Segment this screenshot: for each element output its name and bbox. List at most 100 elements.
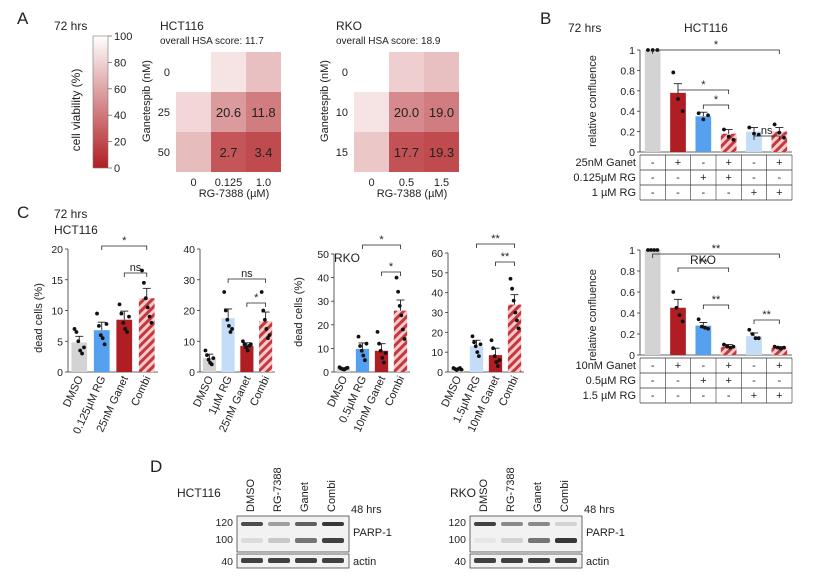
treatment-mark: - [701,187,705,199]
y-tick-label: 10 [183,336,195,348]
data-point [76,339,81,344]
duration-label: 48 hrs [351,504,382,516]
y-tick-label: 50 [431,268,443,280]
time-label: 72 hrs [568,21,601,35]
bar [720,346,737,355]
treatment-row-label: 1.5 µM RG [583,390,636,402]
data-point [680,109,685,114]
heatmap-cell [424,132,459,172]
band-cleaved [295,538,317,543]
treatment-mark: - [676,187,680,199]
band-full-length [555,522,577,526]
y-tick-label: 0 [629,147,635,159]
data-point [671,70,676,75]
data-point [706,326,710,331]
heatmap-title: RKO [336,19,362,33]
data-point [674,305,679,310]
western-blot-rko: RKO DMSO RG-7388 Ganet Combi 48 hrs 120 100 40 PA… [448,467,625,569]
heatmap-cell [176,132,211,172]
heatmap-cell-label: 19.3 [429,145,454,160]
heatmap-x-tick-label: 0 [368,177,374,189]
protein-label: actin [586,556,609,568]
band-cleaved [241,538,263,543]
data-point [655,248,660,252]
data-point [491,346,496,351]
band-full-length [268,522,290,526]
data-point [225,317,230,322]
heatmap-x-tick-label: 1.5 [434,177,449,189]
data-point [747,327,752,332]
significance-label: ** [712,243,721,255]
data-point [117,302,122,307]
y-tick-label: 40 [317,273,329,285]
treatment-mark: - [777,172,781,184]
data-point [731,137,736,142]
bar [746,131,762,152]
y-tick-label: 30 [317,296,329,308]
band-cleaved [555,538,577,543]
colorbar-tick-label: 60 [114,84,126,96]
significance-label: * [389,261,394,273]
significance-bracket [246,302,267,307]
treatment-mark: + [725,375,731,387]
band-full-length [322,522,344,526]
bar [670,92,686,152]
heatmap-cell [354,132,389,172]
bar [374,350,389,372]
y-tick-label: 10 [317,343,329,355]
blot-membrane [236,553,350,569]
significance-bracket [677,267,730,272]
mw-marker: 100 [448,534,466,546]
treatment-mark: - [676,375,680,387]
band-actin [295,558,317,563]
significance-label: ns [241,268,253,280]
heatmap-y-tick-label: 0 [164,67,170,79]
colorbar-ticks: 100 80 60 40 20 0 [108,31,132,175]
data-point [203,348,208,353]
data-point [359,348,364,353]
data-point [119,311,124,316]
data-point [206,357,211,362]
heatmap-cell [246,92,281,132]
data-point [147,314,152,319]
treatment-mark: + [751,187,757,199]
mw-marker: 40 [454,556,466,568]
band-actin [241,558,263,563]
heatmap-cell [176,92,211,132]
x-tick-label: Combi [129,374,153,408]
x-axis-title: RG-7388 (µM) [377,188,448,200]
data-point [245,348,250,353]
y-tick-label: 10 [51,306,63,318]
treatment-table-hct116: 25nM Ganet - + - + - +0.125µM RG - - + + - - 1 µM RG -… [573,154,793,201]
data-point [78,348,83,353]
chart-title: RKO [690,253,716,267]
treatment-mark: - [777,375,781,387]
significance-bracket [652,49,780,54]
confluence-chart-rko: RKO relative confluence 0 0.2 0.4 0.6 0.8 1 **… [587,243,792,362]
chart-title: HCT116 [684,21,728,35]
data-point [514,318,519,323]
bar [507,304,522,372]
data-point [364,341,369,346]
treatment-row-label: 10nM Ganet [575,360,636,372]
significance-label: ns [130,262,142,274]
data-point [248,342,253,347]
heatmap-cell [211,92,246,132]
heatmap-cell [246,52,281,92]
significance-bracket [476,243,515,248]
treatment-row-label: 0.5µM RG [586,375,636,387]
significance-bracket [702,304,730,309]
data-point [476,354,481,359]
data-point [782,345,786,350]
y-axis-title: dead cells (%) [33,283,45,353]
protein-label: PARP-1 [353,527,392,539]
heatmap-x-tick-label: 0.5 [399,177,414,189]
treatment-mark: - [701,360,705,372]
data-point [123,327,128,331]
significance-bracket [101,245,148,250]
y-tick-label: 60 [431,248,443,260]
treatment-mark: - [701,157,705,169]
treatment-mark: + [700,375,706,387]
